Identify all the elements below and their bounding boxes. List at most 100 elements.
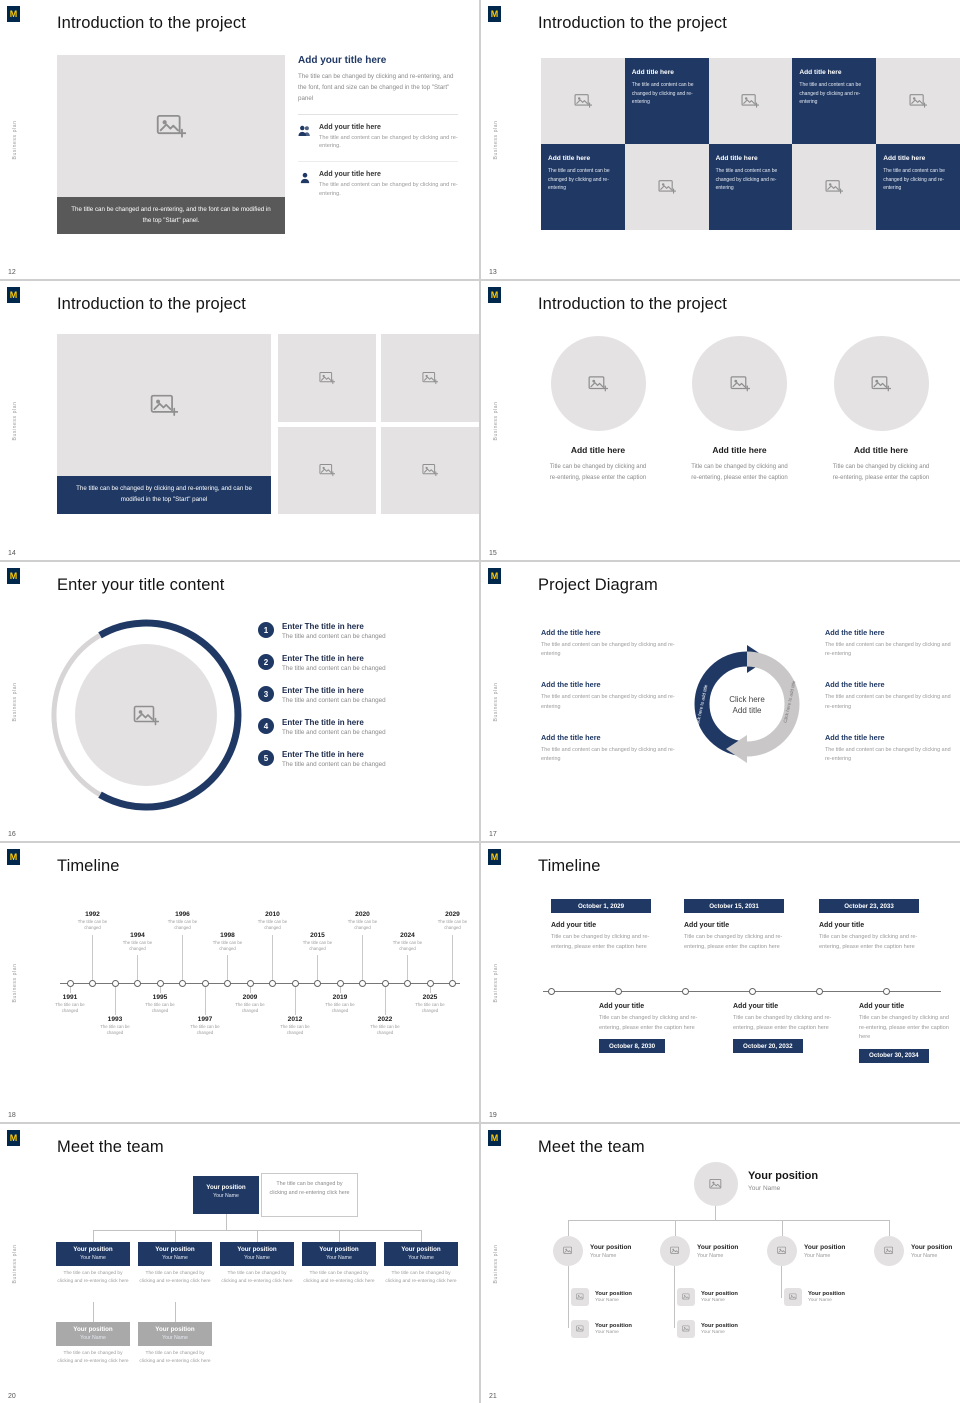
image-placeholder — [708, 58, 793, 144]
image-icon — [909, 94, 928, 109]
assistant-name: Your Name — [162, 1335, 188, 1341]
connector-line — [175, 1302, 176, 1322]
date-badge: October 20, 2032 — [733, 1039, 803, 1053]
connector-line — [568, 1220, 889, 1221]
slide-13[interactable]: M Business plan Introduction to the proj… — [481, 0, 960, 279]
event-caption: The title can be changed — [190, 1024, 220, 1036]
entry-title: Add your title — [819, 922, 865, 929]
item-text: Title can be changed by clicking and re-… — [549, 464, 647, 481]
member-position: Your position — [804, 1243, 846, 1251]
image-caption-text: The title can be changed by clicking and… — [76, 485, 252, 503]
event-year: 1997 — [197, 1016, 213, 1023]
entry-text: Title can be changed by clicking and re-… — [684, 934, 783, 950]
timeline-tick — [227, 955, 228, 980]
timeline-tick — [294, 987, 296, 1015]
entry-text: Title can be changed by clicking and re-… — [599, 1015, 698, 1031]
event-caption: The title can be changed — [77, 919, 108, 931]
org-member-box: Your position Your Name — [384, 1242, 458, 1266]
connector-line — [781, 1266, 782, 1298]
member-avatar — [571, 1288, 589, 1306]
entry-title: Add your title — [733, 1003, 779, 1010]
brand-logo-icon: M — [7, 568, 20, 584]
deck-side-label: Business plan — [493, 401, 499, 440]
timeline-node — [404, 980, 411, 987]
leader-position: Your position — [748, 1170, 819, 1182]
event-caption: The title can be changed — [100, 1024, 130, 1036]
slide-21[interactable]: M Business plan Meet the team Your posit… — [481, 1124, 960, 1403]
text-cell: Add title here The title and content can … — [624, 58, 709, 144]
event-year: 2029 — [445, 911, 460, 918]
timeline-tick — [114, 987, 116, 1015]
member-avatar — [874, 1236, 904, 1266]
event-year: 2012 — [287, 1016, 303, 1023]
item-number: 5 — [258, 750, 274, 766]
timeline-tick — [69, 987, 71, 993]
circle-item: Add title here Title can be changed by c… — [680, 336, 800, 484]
ring-graphic — [51, 619, 242, 811]
slide-15[interactable]: M Business plan Introduction to the proj… — [481, 281, 960, 560]
connector-line — [175, 1230, 176, 1242]
entry-text: Title can be changed by clicking and re-… — [819, 934, 918, 950]
timeline-tick — [204, 987, 206, 1015]
timeline-node — [111, 980, 119, 987]
brand-logo-icon: M — [488, 6, 501, 22]
list-item-title: Add your title here — [319, 123, 381, 131]
slide-12[interactable]: M Business plan Introduction to the proj… — [0, 0, 479, 279]
timeline-event: 2012 The title can be changed — [277, 1016, 313, 1037]
connector-line — [226, 1214, 227, 1230]
image-placeholder — [278, 426, 376, 514]
timeline-node — [449, 980, 456, 987]
connector-line — [675, 1220, 676, 1236]
item-text: The title and content can be changed by … — [541, 642, 675, 658]
member-position: Your position — [595, 1291, 632, 1297]
event-year: 2015 — [310, 932, 325, 939]
item-title: Enter The title in here — [282, 750, 364, 759]
slide-17[interactable]: M Business plan Project Diagram Add the … — [481, 562, 960, 841]
member-info: Your position Your Name — [590, 1244, 631, 1259]
event-year: 1994 — [130, 932, 145, 939]
timeline-node — [359, 980, 366, 987]
timeline-node — [815, 988, 823, 995]
team-member-small: Your position Your Name — [677, 1320, 738, 1338]
connector-line — [257, 1230, 258, 1242]
image-icon — [319, 372, 335, 385]
team-member: Your position Your Name — [874, 1236, 952, 1266]
cell-text: The title and content can be changed by … — [631, 82, 694, 105]
image-placeholder — [381, 426, 479, 514]
diagram-item: Add the title here The title and content … — [541, 628, 677, 659]
timeline-node — [314, 980, 321, 987]
numbered-item: 4 Enter The title in here The title and co… — [258, 718, 460, 736]
cycle-center-line1: Click here — [729, 695, 765, 704]
timeline-event: 1991 The title can be changed — [52, 994, 88, 1015]
timeline-event: 2010 The title can be changed — [255, 911, 291, 932]
event-caption: The title can be changed — [437, 919, 468, 931]
entry-title: Add your title — [551, 922, 597, 929]
date-badge: October 23, 2033 — [819, 899, 919, 913]
slide-14[interactable]: M Business plan Introduction to the proj… — [0, 281, 479, 560]
slide-title: Project Diagram — [538, 576, 658, 594]
content-text: The title can be changed by clicking and… — [298, 72, 458, 115]
timeline-node — [336, 980, 344, 987]
cell-title: Add title here — [883, 155, 926, 162]
timeline-node — [89, 980, 96, 987]
timeline-event: 2015 The title can be changed — [300, 932, 336, 953]
member-info: Your position Your Name — [595, 1291, 632, 1303]
slide-19[interactable]: M Business plan Timeline October 1, 2029… — [481, 843, 960, 1122]
event-caption: The title can be changed — [347, 919, 378, 931]
slide-20[interactable]: M Business plan Meet the team Your posit… — [0, 1124, 479, 1403]
cell-text: The title and content can be changed by … — [715, 168, 778, 191]
timeline-node — [547, 988, 555, 995]
slide-title: Timeline — [57, 857, 120, 875]
cell-title: Add title here — [548, 155, 591, 162]
connector-line — [674, 1266, 675, 1328]
brand-logo-icon: M — [7, 849, 20, 865]
member-position: Your position — [701, 1291, 738, 1297]
item-title: Enter The title in here — [282, 622, 364, 631]
list-item-text: The title and content can be changed by … — [319, 134, 458, 150]
image-icon — [574, 94, 592, 109]
slide-18[interactable]: M Business plan Timeline 1991 The title c… — [0, 843, 479, 1122]
connector-line — [889, 1220, 890, 1236]
slide-16[interactable]: M Business plan Enter your title content… — [0, 562, 479, 841]
image-grid — [278, 334, 479, 514]
